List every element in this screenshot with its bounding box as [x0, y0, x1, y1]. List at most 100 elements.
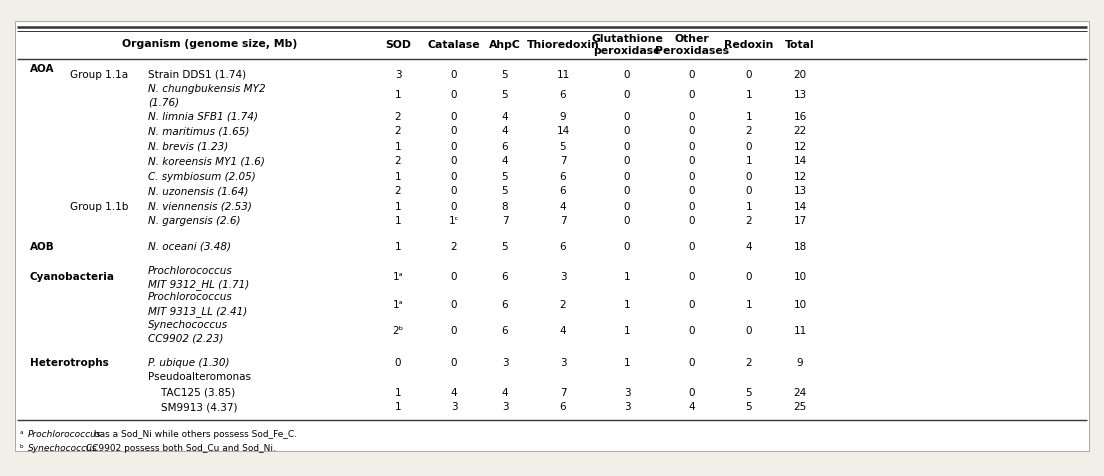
Text: 10: 10 [794, 299, 807, 309]
Text: 14: 14 [556, 127, 570, 137]
Text: N. maritimus (1.65): N. maritimus (1.65) [148, 127, 250, 137]
Text: 0: 0 [450, 90, 457, 100]
Text: 6: 6 [560, 241, 566, 251]
Text: MIT 9312_HL (1.71): MIT 9312_HL (1.71) [148, 279, 250, 290]
Text: 7: 7 [560, 387, 566, 397]
Text: SM9913 (4.37): SM9913 (4.37) [148, 403, 237, 413]
Text: 0: 0 [689, 141, 696, 151]
Text: 1: 1 [395, 141, 402, 151]
Text: 5: 5 [745, 403, 752, 413]
Text: 20: 20 [794, 69, 807, 79]
Text: 16: 16 [794, 111, 807, 121]
Text: 0: 0 [745, 171, 752, 181]
Text: 0: 0 [624, 241, 630, 251]
Text: 11: 11 [556, 69, 570, 79]
Text: 5: 5 [501, 90, 508, 100]
Text: 4: 4 [745, 241, 752, 251]
Text: Group 1.1b: Group 1.1b [70, 201, 128, 211]
Text: 11: 11 [794, 327, 807, 337]
Text: 0: 0 [450, 157, 457, 167]
Text: 0: 0 [450, 127, 457, 137]
Text: 0: 0 [689, 387, 696, 397]
Text: Group 1.1a: Group 1.1a [70, 69, 128, 79]
Text: 0: 0 [689, 299, 696, 309]
Text: 1ᵃ: 1ᵃ [393, 272, 403, 282]
Text: 0: 0 [624, 217, 630, 227]
Text: 0: 0 [624, 201, 630, 211]
Text: 5: 5 [501, 69, 508, 79]
Text: 1ᶜ: 1ᶜ [448, 217, 459, 227]
Text: Thioredoxin: Thioredoxin [527, 40, 599, 50]
Text: 0: 0 [450, 111, 457, 121]
Text: 5: 5 [501, 241, 508, 251]
Text: 9: 9 [560, 111, 566, 121]
Text: N. brevis (1.23): N. brevis (1.23) [148, 141, 229, 151]
Text: 0: 0 [450, 272, 457, 282]
Text: 1: 1 [395, 403, 402, 413]
Text: 6: 6 [501, 141, 508, 151]
Text: 1: 1 [395, 90, 402, 100]
Text: 4: 4 [560, 327, 566, 337]
Text: 0: 0 [450, 69, 457, 79]
Text: Total: Total [785, 40, 815, 50]
Text: 0: 0 [450, 299, 457, 309]
Text: 0: 0 [450, 357, 457, 367]
Text: C. symbiosum (2.05): C. symbiosum (2.05) [148, 171, 256, 181]
Text: CC9902 (2.23): CC9902 (2.23) [148, 334, 223, 344]
Text: 1: 1 [395, 387, 402, 397]
Text: Catalase: Catalase [427, 40, 480, 50]
Text: 4: 4 [501, 127, 508, 137]
Text: 2: 2 [395, 187, 402, 197]
Text: 12: 12 [794, 141, 807, 151]
Text: 0: 0 [689, 157, 696, 167]
Text: TAC125 (3.85): TAC125 (3.85) [148, 387, 235, 397]
Text: 0: 0 [624, 141, 630, 151]
Text: 4: 4 [689, 403, 696, 413]
Text: Glutathione
peroxidase: Glutathione peroxidase [591, 34, 662, 56]
Text: Cyanobacteria: Cyanobacteria [30, 272, 115, 282]
Text: 5: 5 [501, 187, 508, 197]
Text: 2: 2 [745, 357, 752, 367]
Text: 2: 2 [395, 157, 402, 167]
Text: 1: 1 [624, 272, 630, 282]
Text: 14: 14 [794, 157, 807, 167]
Text: 0: 0 [689, 69, 696, 79]
Text: N. limnia SFB1 (1.74): N. limnia SFB1 (1.74) [148, 111, 258, 121]
Text: 0: 0 [624, 187, 630, 197]
Text: 0: 0 [689, 187, 696, 197]
Text: 3: 3 [450, 403, 457, 413]
Text: 4: 4 [450, 387, 457, 397]
Text: 3: 3 [395, 69, 402, 79]
Text: 4: 4 [501, 387, 508, 397]
Text: 0: 0 [450, 201, 457, 211]
Text: 4: 4 [560, 201, 566, 211]
Text: 1: 1 [395, 217, 402, 227]
Text: 0: 0 [689, 111, 696, 121]
Text: 7: 7 [560, 157, 566, 167]
Text: 1ᵃ: 1ᵃ [393, 299, 403, 309]
Text: 0: 0 [624, 171, 630, 181]
Text: 1: 1 [745, 201, 752, 211]
Text: Prochlorococcus: Prochlorococcus [148, 292, 233, 303]
Text: 9: 9 [797, 357, 804, 367]
Text: 5: 5 [560, 141, 566, 151]
Text: 3: 3 [560, 357, 566, 367]
Text: AhpC: AhpC [489, 40, 521, 50]
Text: 4: 4 [501, 157, 508, 167]
Text: 0: 0 [450, 141, 457, 151]
Text: 1: 1 [624, 357, 630, 367]
Text: 6: 6 [501, 272, 508, 282]
Text: 2: 2 [745, 127, 752, 137]
Text: 13: 13 [794, 90, 807, 100]
Text: 0: 0 [450, 187, 457, 197]
Text: 5: 5 [501, 171, 508, 181]
Text: N. gargensis (2.6): N. gargensis (2.6) [148, 217, 241, 227]
Text: Prochlorococcus: Prochlorococcus [28, 430, 102, 439]
Text: 0: 0 [689, 241, 696, 251]
Text: ᵃ: ᵃ [20, 430, 23, 439]
Text: 2ᵇ: 2ᵇ [392, 327, 404, 337]
Text: 1: 1 [624, 299, 630, 309]
Text: N. viennensis (2.53): N. viennensis (2.53) [148, 201, 252, 211]
Text: 25: 25 [794, 403, 807, 413]
Text: 1: 1 [395, 241, 402, 251]
